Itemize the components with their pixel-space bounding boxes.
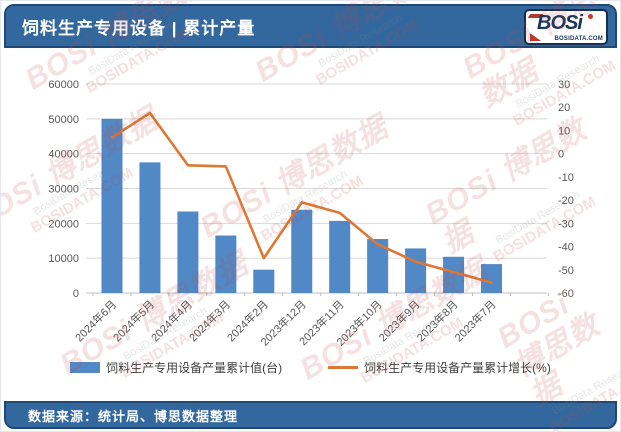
legend-label-bar-series: 饲料生产专用设备产量累计值(台) xyxy=(106,361,283,375)
bar-2024年5月 xyxy=(139,162,161,293)
bosi-logo: BOSi BOSIDATA.COM xyxy=(524,9,608,45)
footer-bar: 数据来源：统计局、博思数据整理 xyxy=(4,401,617,429)
bar-2023年11月 xyxy=(329,220,351,293)
bar-2024年4月 xyxy=(177,211,199,293)
logo-domain-text: BOSIDATA.COM xyxy=(554,36,603,42)
bar-2024年2月 xyxy=(253,269,275,293)
y-axis-left-tick: 20000 xyxy=(48,218,79,230)
chart-legend: 饲料生产专用设备产量累计值(台) 饲料生产专用设备产量累计增长(%) xyxy=(1,359,620,376)
x-axis-label: 2023年7月 xyxy=(452,297,499,344)
bar-2023年8月 xyxy=(443,256,465,293)
y-axis-right-tick: -10 xyxy=(558,172,574,184)
y-axis-right-tick: 0 xyxy=(558,149,564,161)
y-axis-right-tick: -40 xyxy=(558,242,574,254)
legend-item-bar-series: 饲料生产专用设备产量累计值(台) xyxy=(70,359,282,376)
bar-2023年9月 xyxy=(405,248,427,293)
data-source-text: 数据来源：统计局、博思数据整理 xyxy=(28,408,239,424)
bar-series-swatch-icon xyxy=(70,362,101,373)
bar-2023年7月 xyxy=(481,264,502,293)
y-axis-left-tick: 30000 xyxy=(48,184,79,196)
combo-chart: 0 10000 20000 30000 40000 50000 60000 30 20 10 0 -1… xyxy=(48,79,574,349)
header-bar: 饲料生产专用设备 | 累计产量 BOSi BOSIDATA.COM xyxy=(4,4,617,48)
logo-red-dot-icon xyxy=(588,14,593,19)
y-axis-left-tick: 40000 xyxy=(48,149,79,161)
legend-item-line-series: 饲料生产专用设备产量累计增长(%) xyxy=(328,359,551,376)
y-axis-right-tick: 30 xyxy=(558,79,570,91)
logo-wordmark: BOSi xyxy=(537,12,583,34)
bar-2023年12月 xyxy=(291,209,313,293)
y-axis-left-tick: 50000 xyxy=(48,114,79,126)
y-axis-left-tick: 10000 xyxy=(48,253,79,265)
bar-2023年10月 xyxy=(367,239,389,293)
y-axis-left-tick: 60000 xyxy=(48,79,79,91)
y-axis-right-tick: 10 xyxy=(558,125,570,137)
bar-2024年6月 xyxy=(101,118,123,293)
y-axis-right-tick: -60 xyxy=(558,288,574,300)
legend-label-line-series: 饲料生产专用设备产量累计增长(%) xyxy=(364,361,551,375)
line-series-swatch-icon xyxy=(328,366,359,369)
bar-2024年3月 xyxy=(215,235,237,293)
y-axis-left-tick: 0 xyxy=(73,288,79,300)
y-axis-right-tick: 20 xyxy=(558,102,570,114)
page-title: 饲料生产专用设备 | 累计产量 xyxy=(22,18,256,38)
logo-red-triangle-icon xyxy=(530,33,541,41)
growth-line xyxy=(110,111,493,284)
y-axis-right-tick: -20 xyxy=(558,195,574,207)
y-axis-right-tick: -30 xyxy=(558,218,574,230)
y-axis-right-tick: -50 xyxy=(558,265,574,277)
